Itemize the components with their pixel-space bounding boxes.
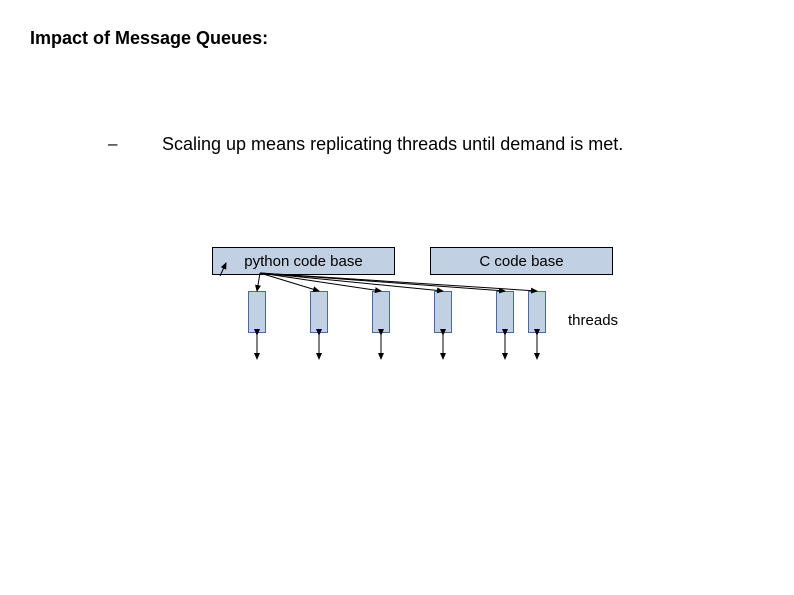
c-code-base-box: C code base xyxy=(430,247,613,275)
thread-box xyxy=(528,291,546,333)
thread-box xyxy=(434,291,452,333)
bullet-text: Scaling up means replicating threads unt… xyxy=(162,132,752,156)
python-code-base-label: python code base xyxy=(244,253,362,270)
page-title: Impact of Message Queues: xyxy=(30,28,268,49)
thread-box xyxy=(496,291,514,333)
thread-box xyxy=(310,291,328,333)
c-code-base-label: C code base xyxy=(479,253,563,270)
diagram-arrows xyxy=(0,0,794,595)
thread-box xyxy=(372,291,390,333)
threads-label: threads xyxy=(568,312,618,329)
python-code-base-box: python code base xyxy=(212,247,395,275)
thread-box xyxy=(248,291,266,333)
bullet-dash: – xyxy=(108,134,117,154)
